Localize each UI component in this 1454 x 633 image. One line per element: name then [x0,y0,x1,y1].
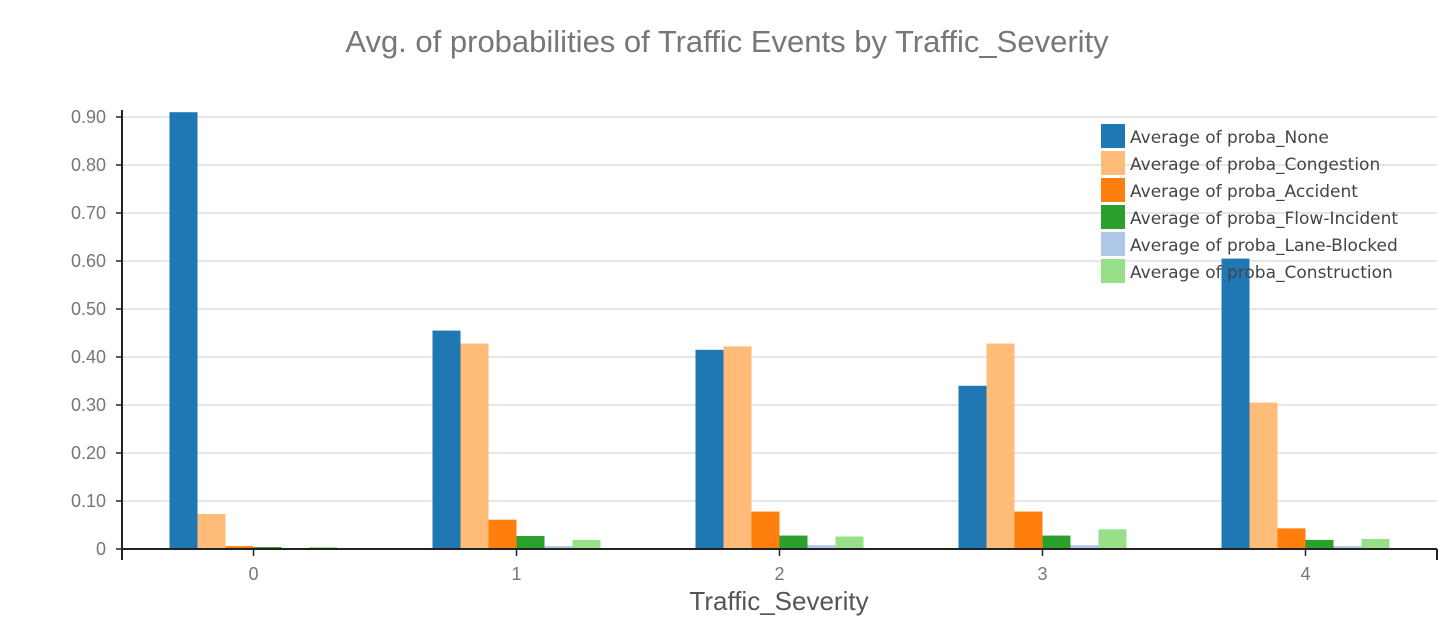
legend: Average of proba_None Average of proba_Co… [1101,124,1398,283]
axes: 0 0.10 0.20 0.30 0.40 0.50 0.60 0.70 0.80 0.90 0 1 2… [71,107,1438,584]
bar-proba-flow-incident-4 [1305,539,1334,549]
bar-proba-flow-incident-3 [1042,535,1071,549]
legend-swatch [1101,124,1125,148]
bar-proba-accident-1 [488,519,517,549]
bar-proba-lane-blocked-1 [544,546,573,549]
legend-swatch [1101,178,1125,202]
bar-proba-congestion-3 [986,343,1015,549]
legend-label: Average of proba_None [1130,128,1329,148]
bar-proba-congestion-1 [460,343,489,549]
bar-proba-construction-1 [572,539,601,549]
y-tick-label: 0.80 [71,155,106,175]
bar-proba-accident-2 [751,511,780,549]
legend-swatch [1101,259,1125,283]
legend-swatch [1101,232,1125,256]
bar-proba-accident-4 [1277,528,1306,549]
bar-proba-construction-4 [1361,538,1390,549]
bar-proba-congestion-2 [723,346,752,549]
bars [169,112,1390,549]
y-tick-label: 0.90 [71,107,106,127]
x-tick-label: 0 [248,564,258,584]
x-tick-label: 4 [1300,564,1310,584]
y-tick-label: 0.10 [71,491,106,511]
legend-label: Average of proba_Flow-Incident [1130,209,1398,229]
x-tick-label: 2 [774,564,784,584]
bar-proba-none-3 [958,385,987,549]
bar-proba-flow-incident-2 [779,535,808,549]
legend-label: Average of proba_Lane-Blocked [1130,236,1398,256]
legend-swatch [1101,151,1125,175]
bar-proba-congestion-0 [197,513,226,549]
bar-proba-none-4 [1221,258,1250,549]
legend-swatch [1101,205,1125,229]
legend-label: Average of proba_Accident [1130,182,1358,202]
bar-proba-accident-3 [1014,511,1043,549]
bar-proba-lane-blocked-3 [1070,545,1099,549]
x-tick-label: 1 [511,564,521,584]
legend-label: Average of proba_Construction [1130,263,1393,283]
chart-title: Avg. of probabilities of Traffic Events … [345,24,1109,59]
x-axis-label: Traffic_Severity [689,586,869,616]
bar-proba-construction-3 [1098,529,1127,549]
bar-proba-none-2 [695,349,724,549]
bar-proba-accident-0 [225,546,254,549]
bar-proba-lane-blocked-4 [1333,546,1362,549]
legend-label: Average of proba_Congestion [1130,155,1380,175]
bar-proba-construction-2 [835,536,864,549]
y-tick-label: 0.40 [71,347,106,367]
y-tick-label: 0.50 [71,299,106,319]
y-tick-label: 0.20 [71,443,106,463]
bar-proba-congestion-4 [1249,402,1278,549]
bar-proba-lane-blocked-2 [807,545,836,549]
bar-proba-none-1 [432,330,461,549]
gridlines [122,116,1437,502]
y-tick-label: 0.70 [71,203,106,223]
bar-proba-none-0 [169,112,198,549]
bar-proba-flow-incident-1 [516,536,545,549]
y-tick-label: 0 [96,539,106,559]
y-tick-label: 0.60 [71,251,106,271]
x-tick-label: 3 [1037,564,1047,584]
y-tick-label: 0.30 [71,395,106,415]
